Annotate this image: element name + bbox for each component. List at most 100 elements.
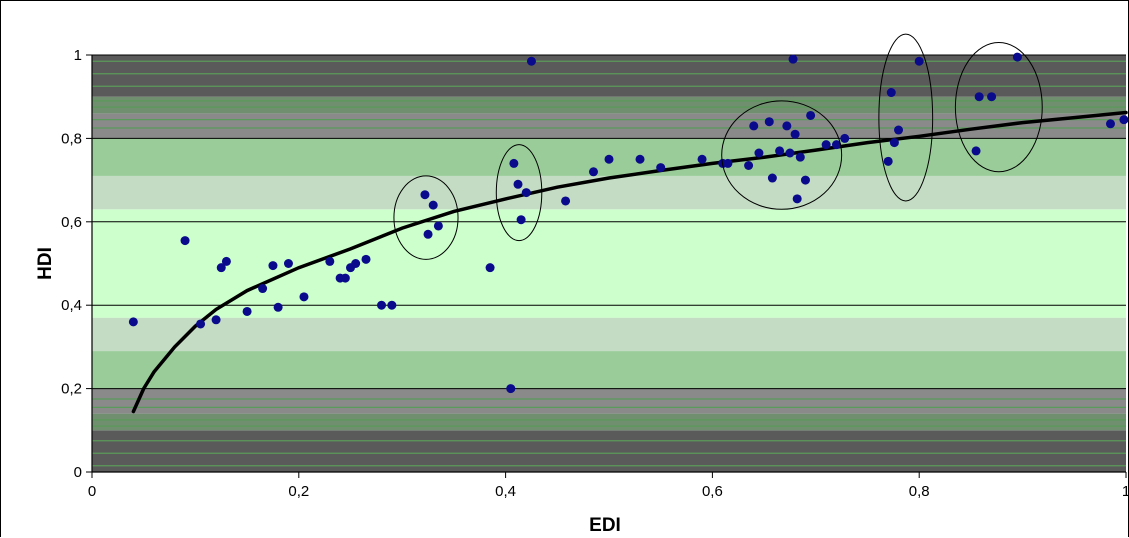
data-point	[635, 154, 645, 164]
x-tick-label: 1	[1122, 483, 1129, 500]
background-band	[92, 113, 1126, 139]
data-point	[196, 319, 206, 329]
background-band	[92, 430, 1126, 472]
data-point	[792, 194, 802, 204]
background-band	[92, 55, 1126, 97]
data-point	[387, 300, 397, 310]
data-point	[767, 173, 777, 183]
background-bands	[92, 55, 1126, 472]
y-tick-label: 0	[74, 464, 82, 481]
background-band	[92, 413, 1126, 431]
data-point	[128, 317, 138, 327]
data-point	[788, 54, 798, 64]
x-tick-label: 0,6	[702, 483, 723, 500]
data-point	[561, 196, 571, 206]
data-point	[216, 263, 226, 273]
y-tick-label: 0,6	[61, 214, 82, 231]
highlight-ellipse	[878, 33, 934, 202]
highlight-ellipse	[393, 175, 459, 260]
data-point	[211, 315, 221, 325]
highlight-ellipse	[954, 41, 1043, 173]
data-point	[258, 284, 268, 294]
y-tick-label: 0,8	[61, 130, 82, 147]
data-point	[299, 292, 309, 302]
band-stripes	[92, 60, 1126, 467]
data-points	[128, 52, 1129, 394]
data-point	[782, 121, 792, 131]
data-point	[509, 158, 519, 168]
data-point	[1105, 119, 1115, 129]
data-point	[785, 148, 795, 158]
data-point	[723, 158, 733, 168]
data-point	[521, 188, 531, 198]
data-point	[325, 256, 335, 266]
data-point	[821, 140, 831, 150]
data-point	[506, 384, 516, 394]
background-band	[92, 209, 1126, 318]
data-point	[795, 152, 805, 162]
background-band	[92, 351, 1126, 389]
data-point	[800, 175, 810, 185]
data-point	[806, 110, 816, 120]
data-point	[180, 236, 190, 246]
data-point	[340, 273, 350, 283]
data-point	[974, 92, 984, 102]
data-point	[889, 138, 899, 148]
gridlines	[92, 54, 1126, 390]
data-point	[242, 306, 252, 316]
data-point	[1119, 115, 1129, 125]
x-tick-label: 0	[88, 483, 96, 500]
data-point	[420, 190, 430, 200]
data-point	[604, 154, 614, 164]
data-point	[221, 256, 231, 266]
background-band	[92, 388, 1126, 414]
data-point	[971, 146, 981, 156]
data-point	[883, 156, 893, 166]
data-point	[351, 259, 361, 268]
data-point	[485, 263, 495, 273]
y-tick-label: 1	[74, 47, 82, 64]
data-point	[283, 259, 293, 268]
x-axis-title: EDI	[589, 515, 621, 536]
background-band	[92, 96, 1126, 114]
trend-line	[131, 110, 1128, 414]
data-point	[749, 121, 759, 131]
data-point	[377, 300, 387, 310]
highlight-ellipse	[495, 144, 543, 242]
x-tick-label: 0,8	[909, 483, 930, 500]
data-point	[433, 221, 443, 231]
highlight-ellipses	[393, 33, 1043, 260]
data-point	[423, 229, 433, 239]
data-point	[273, 302, 283, 312]
data-point	[744, 161, 754, 171]
y-tick-labels: 0 0,2 0,4 0,6 0,8 1	[61, 47, 92, 481]
data-point	[775, 146, 785, 156]
data-point	[764, 117, 774, 127]
data-point	[987, 92, 997, 102]
data-point	[588, 167, 598, 177]
data-point	[886, 88, 896, 98]
data-point	[428, 200, 438, 210]
data-point	[1012, 52, 1022, 62]
data-point	[894, 125, 904, 135]
data-point	[754, 148, 764, 158]
background-band	[92, 317, 1126, 352]
data-point	[840, 133, 850, 143]
data-point	[268, 261, 278, 271]
data-point	[526, 56, 536, 66]
data-point	[914, 56, 924, 66]
data-point	[790, 129, 800, 139]
background-band	[92, 175, 1126, 210]
x-tick-labels: 0 0,2 0,4 0,6 0,8 1	[88, 472, 1129, 500]
y-tick-label: 0,4	[61, 297, 82, 314]
y-axis-title: HDI	[35, 247, 56, 280]
y-tick-label: 0,2	[61, 381, 82, 398]
x-tick-label: 0,2	[288, 483, 309, 500]
data-point	[361, 254, 371, 264]
data-point	[516, 215, 526, 225]
highlight-ellipse	[721, 100, 843, 210]
data-point	[697, 154, 707, 164]
x-tick-label: 0,4	[495, 483, 516, 500]
